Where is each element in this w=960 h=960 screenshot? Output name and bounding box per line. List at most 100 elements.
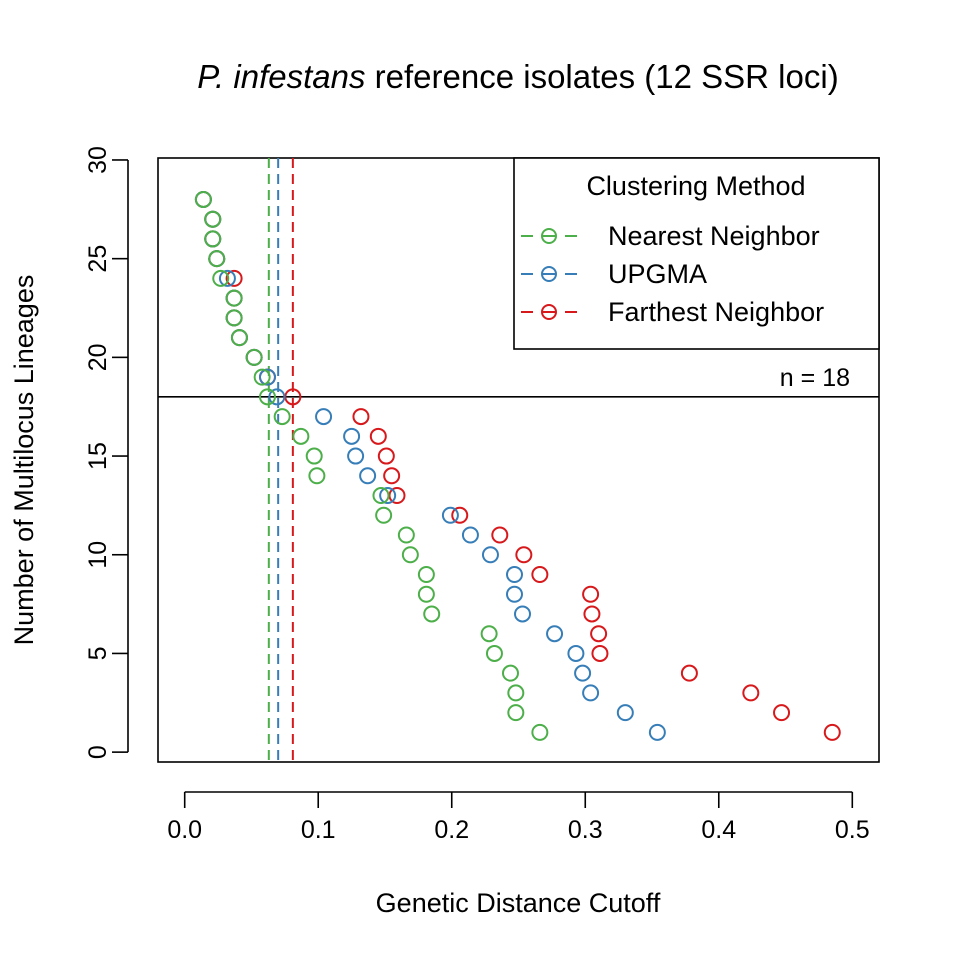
x-tick-label: 0.0 (167, 816, 202, 844)
data-point (505, 585, 523, 603)
data-point (417, 585, 435, 603)
data-point (258, 388, 276, 406)
y-tick-label: 15 (84, 442, 112, 470)
y-tick-label: 25 (84, 245, 112, 273)
x-tick-label: 0.2 (434, 816, 469, 844)
data-point (616, 704, 634, 722)
x-tick-label: 0.4 (701, 816, 736, 844)
data-point (292, 427, 310, 445)
legend-entry-upgma: UPGMA (521, 259, 707, 289)
data-point (268, 388, 286, 406)
data-point (258, 368, 276, 386)
data-point (680, 664, 698, 682)
data-point (591, 644, 609, 662)
data-point (377, 447, 395, 465)
threshold-label: n = 18 (780, 364, 850, 392)
data-point (546, 625, 564, 643)
data-point (481, 546, 499, 564)
chart-title: P. infestans reference isolates (12 SSR … (197, 58, 838, 95)
legend-marker (541, 228, 557, 244)
data-point (531, 723, 549, 741)
data-point (505, 565, 523, 583)
threshold-line-group: n = 18 (158, 364, 879, 398)
data-point (397, 526, 415, 544)
data-point (574, 664, 592, 682)
data-point (401, 546, 419, 564)
data-point (284, 388, 302, 406)
data-point (491, 526, 509, 544)
x-tick-label: 0.3 (568, 816, 603, 844)
y-axis: 0 5 10 15 20 25 30 (84, 146, 129, 759)
data-point (347, 447, 365, 465)
data-point (225, 289, 243, 307)
data-point (208, 250, 226, 268)
y-tick-label: 20 (84, 343, 112, 371)
data-point (343, 427, 361, 445)
data-point (305, 447, 323, 465)
data-point (507, 704, 525, 722)
data-point (501, 664, 519, 682)
data-point (451, 506, 469, 524)
data-point (369, 427, 387, 445)
legend: Clustering Method Nearest Neighbor UPGMA F… (513, 157, 880, 350)
x-tick-label: 0.1 (301, 816, 336, 844)
data-point (531, 565, 549, 583)
y-tick-label: 5 (84, 646, 112, 660)
chart-title-italic: P. infestans (197, 58, 365, 95)
data-point (514, 605, 532, 623)
data-point (383, 467, 401, 485)
legend-title: Clustering Method (586, 171, 805, 201)
chart-title-rest: reference isolates (12 SSR loci) (365, 58, 838, 95)
data-point (582, 585, 600, 603)
legend-box (513, 157, 880, 350)
data-point (515, 546, 533, 564)
data-point (461, 526, 479, 544)
data-point (204, 230, 222, 248)
x-axis: 0.0 0.1 0.2 0.3 0.4 0.5 (167, 791, 870, 844)
data-point (225, 269, 243, 287)
series-nearest-neighbor (194, 190, 549, 741)
cutoff-lines (267, 158, 294, 762)
legend-marker (541, 304, 557, 320)
legend-label: UPGMA (608, 259, 707, 289)
data-point (441, 506, 459, 524)
data-point (582, 684, 600, 702)
legend-entries: Nearest Neighbor UPGMA Farthest Neighbor (521, 221, 824, 327)
data-point (388, 487, 406, 505)
y-tick-label: 30 (84, 146, 112, 174)
x-tick-label: 0.5 (835, 816, 870, 844)
data-points (194, 190, 841, 741)
data-point (212, 269, 230, 287)
legend-marker (541, 266, 557, 282)
data-point (773, 704, 791, 722)
legend-label: Farthest Neighbor (608, 297, 824, 327)
data-point (507, 684, 525, 702)
data-point (480, 625, 498, 643)
data-point (204, 210, 222, 228)
data-point (218, 269, 236, 287)
legend-entry-farthest-neighbor: Farthest Neighbor (521, 297, 824, 327)
data-point (359, 467, 377, 485)
data-point (230, 329, 248, 347)
y-tick-label: 0 (84, 745, 112, 759)
data-point (823, 723, 841, 741)
data-point (375, 506, 393, 524)
data-point (379, 487, 397, 505)
data-point (308, 467, 326, 485)
data-point (372, 487, 390, 505)
data-point (423, 605, 441, 623)
data-point (590, 625, 608, 643)
x-axis-title: Genetic Distance Cutoff (376, 888, 661, 918)
data-point (245, 348, 263, 366)
data-point (583, 605, 601, 623)
data-point (648, 723, 666, 741)
data-point (315, 408, 333, 426)
data-point (567, 644, 585, 662)
data-point (225, 309, 243, 327)
data-point (194, 190, 212, 208)
y-tick-label: 10 (84, 541, 112, 569)
data-point (742, 684, 760, 702)
data-point (485, 644, 503, 662)
